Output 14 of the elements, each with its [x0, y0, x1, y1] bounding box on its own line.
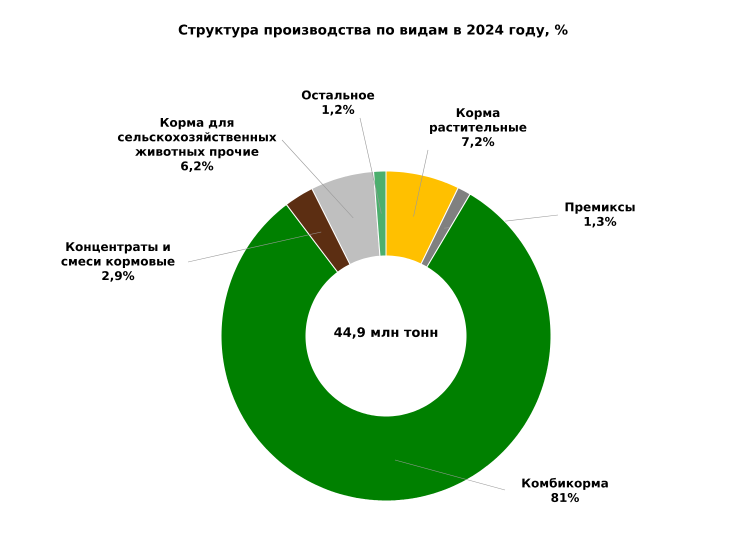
- text: 44,9 млн тонн: [334, 327, 438, 339]
- data-label: 6,2%: [181, 161, 214, 172]
- chart-title: Структура производства по видам в 2024 году, %: [178, 24, 568, 38]
- slice-label: Корма растительные: [430, 108, 526, 134]
- data-label: 2,9%: [102, 271, 134, 282]
- slice-label: Остальное: [302, 90, 374, 100]
- data-label: 7,2%: [462, 137, 494, 148]
- slice-label: Корма для сельскохозяйственных животных прочие: [118, 118, 276, 158]
- data-label: 1,2%: [322, 104, 354, 116]
- slice-label: Комбикорма: [522, 478, 608, 490]
- slice-label: Премиксы: [566, 202, 635, 214]
- slice-label: Концентраты и смеси кормовые: [61, 242, 175, 268]
- data-label: 81%: [551, 492, 579, 502]
- data-label: 1,3%: [584, 216, 616, 228]
